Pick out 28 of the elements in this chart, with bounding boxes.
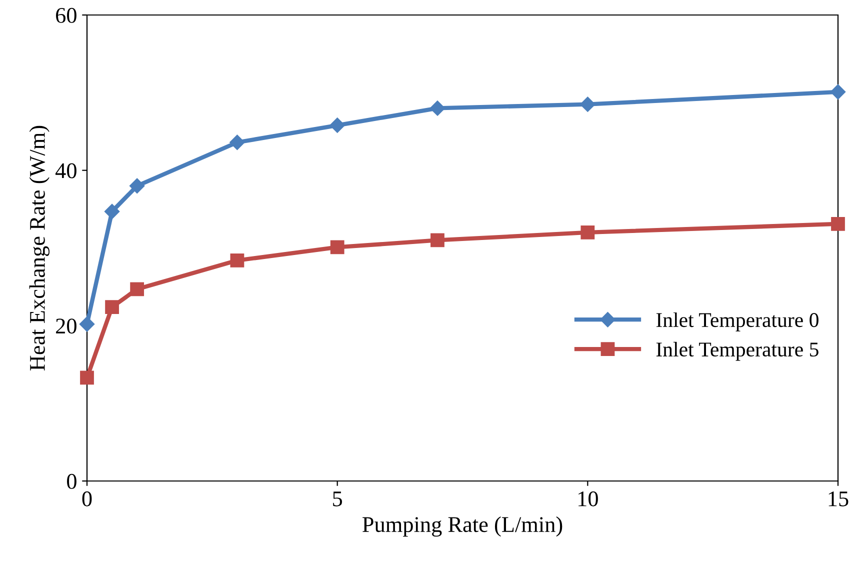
point	[130, 282, 144, 296]
legend-label: Inlet Temperature 0	[656, 312, 818, 332]
y-axis-title: Heat Exchange Rate (W/m)	[29, 126, 50, 370]
point	[79, 316, 95, 332]
point	[330, 118, 345, 133]
point	[430, 100, 446, 116]
point	[80, 370, 94, 385]
point	[580, 96, 596, 112]
point	[831, 216, 845, 231]
point	[830, 84, 846, 100]
point	[230, 134, 245, 150]
y-tick-label: 0	[67, 474, 76, 489]
point	[230, 253, 244, 268]
y-tick-label: 60	[56, 8, 76, 23]
x-axis-title: Pumping Rate (L/min)	[362, 516, 562, 537]
point	[104, 204, 120, 220]
x-tick-label: 10	[578, 491, 598, 506]
point	[330, 240, 344, 254]
point	[430, 233, 444, 248]
x-tick-label: 5	[333, 492, 342, 506]
x-tick-label: 0	[82, 491, 92, 506]
legend-label: Inlet Temperature 5	[656, 342, 818, 361]
y-tick-label: 40	[55, 163, 76, 178]
x-tick-label: 15	[828, 491, 848, 506]
point	[580, 226, 595, 240]
point	[129, 178, 145, 194]
point	[105, 300, 119, 314]
y-tick-label: 20	[56, 318, 76, 334]
